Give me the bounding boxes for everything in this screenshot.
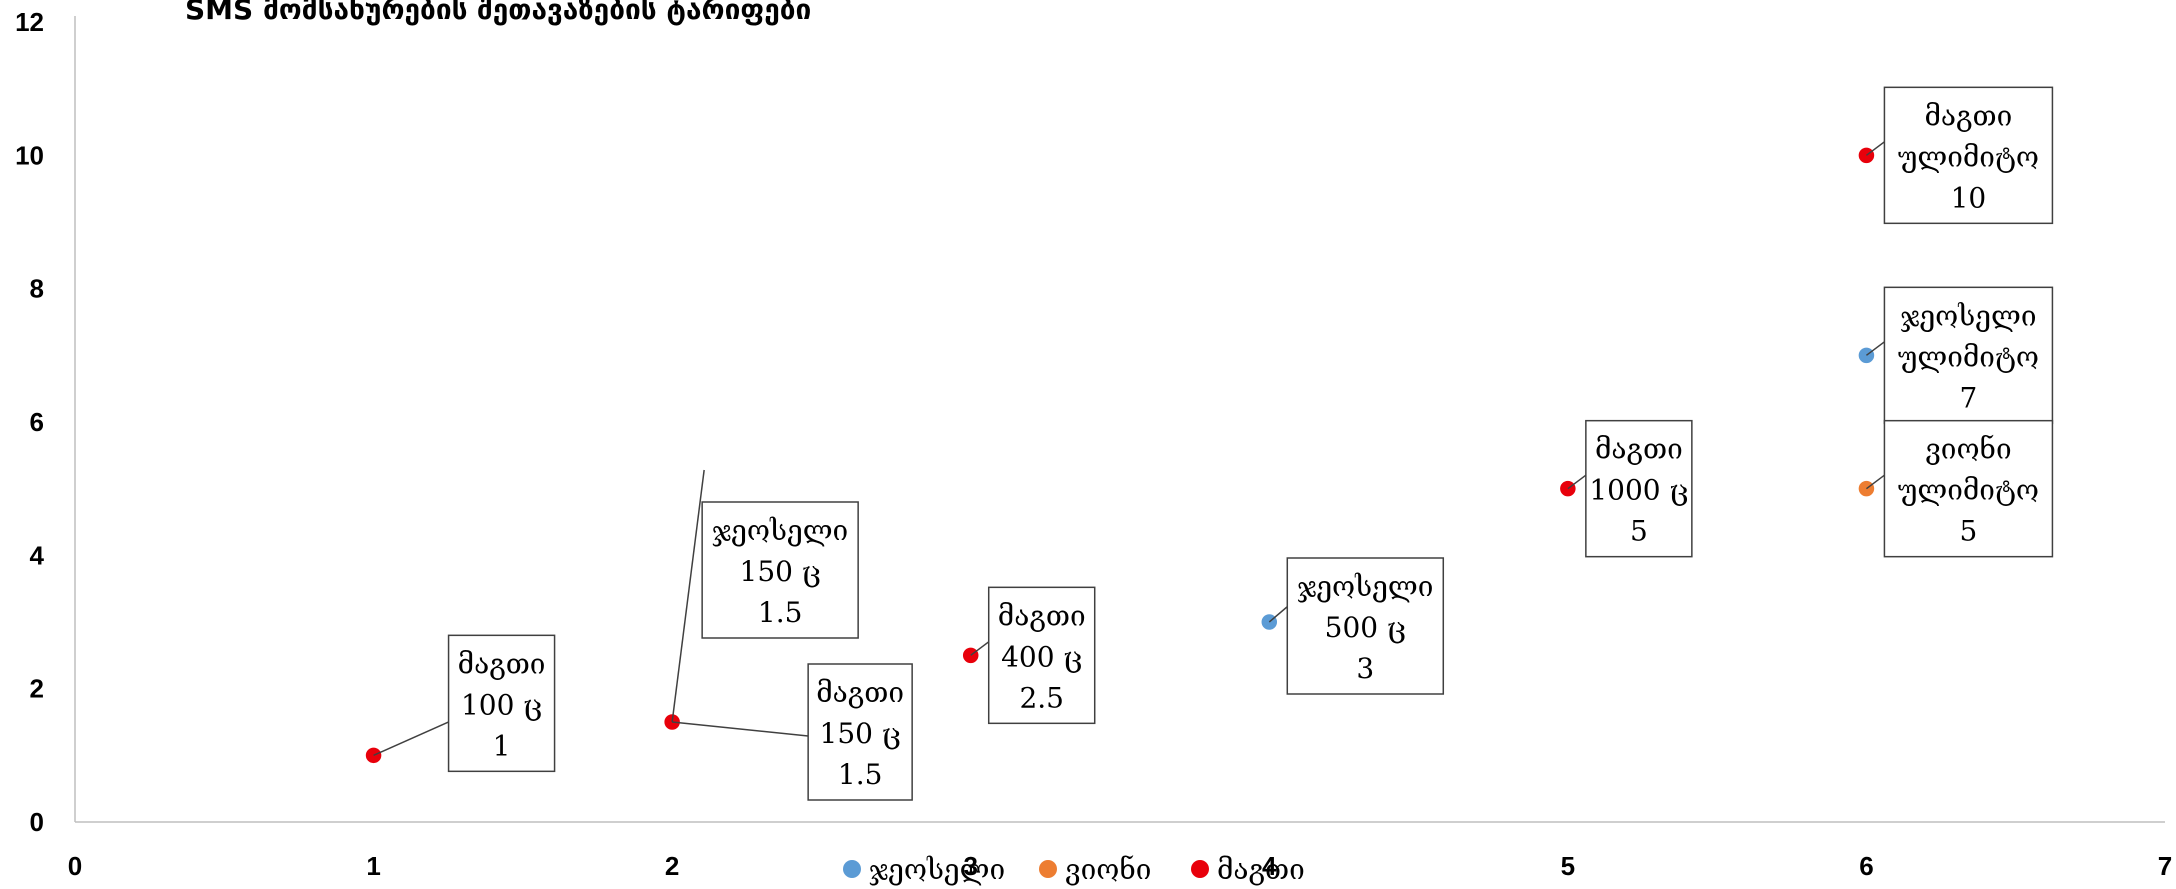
data-label-text: ულიმიტო xyxy=(1898,140,2039,173)
data-label-text: 1.5 xyxy=(838,758,883,791)
x-tick-label: 4 xyxy=(1262,851,1277,881)
legend-label: მაგთი xyxy=(1217,853,1305,886)
data-label-text: ვიონი xyxy=(1925,433,2011,466)
data-label-text: მაგთი xyxy=(1925,99,2013,132)
label-leader-line xyxy=(672,721,809,737)
data-label-box xyxy=(1585,419,1693,558)
data-label-text: 10 xyxy=(1951,181,1987,214)
label-leader-line xyxy=(671,469,705,723)
data-label-text: ულიმიტო xyxy=(1898,474,2039,507)
data-label-text: ჯეოსელი xyxy=(712,514,848,547)
data-label-text: 1 xyxy=(493,729,511,762)
y-tick-label: 0 xyxy=(30,807,44,837)
data-label-text: 5 xyxy=(1960,515,1978,548)
data-label-text: 1000 ც xyxy=(1589,474,1688,507)
x-tick-label: 0 xyxy=(68,851,82,881)
data-label-text: 1.5 xyxy=(758,596,803,629)
data-label-text: 150 ც xyxy=(740,555,821,588)
data-label-text: ჯეოსელი xyxy=(1297,570,1433,603)
data-label-text: 5 xyxy=(1630,515,1648,548)
data-label-text: 500 ც xyxy=(1325,611,1406,644)
y-tick-label: 2 xyxy=(30,674,44,704)
data-label-text: 150 ც xyxy=(820,717,901,750)
data-label-text: მაგთი xyxy=(1595,433,1683,466)
legend-marker xyxy=(1039,860,1057,878)
x-tick-label: 6 xyxy=(1859,851,1873,881)
y-tick-label: 4 xyxy=(30,540,45,570)
legend-marker xyxy=(843,860,861,878)
label-leader-line xyxy=(373,718,455,757)
y-tick-label: 10 xyxy=(15,140,44,170)
data-label-text: ჯეოსელი xyxy=(1900,299,2036,332)
data-label-text: ულიმიტო xyxy=(1898,340,2039,373)
x-tick-label: 3 xyxy=(963,851,977,881)
data-label-box xyxy=(1883,286,2054,425)
data-labels: ჯეოსელი 150 ც 1.5 ჯეოსელი 500 ც 3 ჯეოსელი ულიმი… xyxy=(373,86,2054,801)
data-label-box xyxy=(1883,86,2054,225)
data-label-text: 400 ც xyxy=(1001,640,1082,673)
data-label-text: 7 xyxy=(1960,381,1978,414)
legend-marker xyxy=(1191,860,1209,878)
y-tick-label: 6 xyxy=(30,407,44,437)
data-label-text: 3 xyxy=(1356,652,1374,685)
data-label-text: მაგთი xyxy=(816,676,904,709)
legend-label: ჯეოსელი xyxy=(869,853,1005,886)
chart-title: SMS მომსახურების შეთავაზების ტარიფები xyxy=(185,0,811,26)
legend: ჯეოსელი ვიონი მაგთი xyxy=(843,853,1305,886)
data-label-text: მაგთი xyxy=(458,647,546,680)
x-tick-label: 2 xyxy=(665,851,679,881)
data-label-box xyxy=(807,663,913,801)
data-label-box xyxy=(701,501,859,639)
y-tick-label: 8 xyxy=(30,274,44,304)
data-label-box xyxy=(1286,557,1445,695)
x-tick-label: 1 xyxy=(366,851,380,881)
legend-label: ვიონი xyxy=(1065,853,1151,886)
data-label-box xyxy=(447,634,556,773)
y-tick-label: 12 xyxy=(15,7,44,37)
data-label-text: მაგთი xyxy=(998,599,1086,632)
x-tick-label: 5 xyxy=(1561,851,1575,881)
data-label-box xyxy=(1883,419,2054,558)
x-tick-label: 7 xyxy=(2158,851,2172,881)
data-label-text: 2.5 xyxy=(1019,681,1064,714)
data-label-text: 100 ც xyxy=(461,688,542,721)
data-label-box xyxy=(987,586,1096,725)
